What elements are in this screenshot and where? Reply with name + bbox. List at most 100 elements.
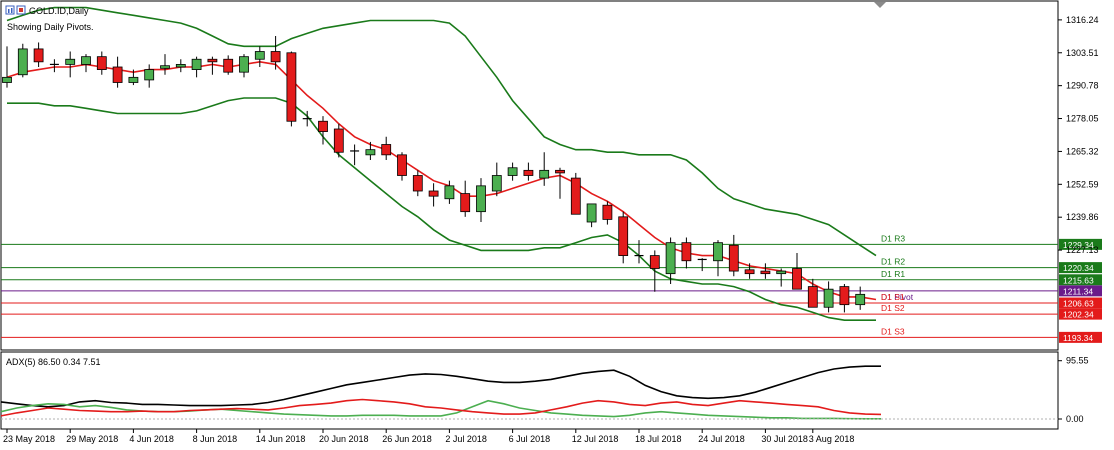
adx-lines-group xyxy=(0,365,1058,420)
candle-15 xyxy=(239,54,249,78)
candle-50 xyxy=(792,253,802,290)
pivot-price-tag-text-4: 1206.63 xyxy=(1063,299,1094,309)
adx-y-tick-label-1: 0.00 xyxy=(1066,414,1084,424)
x-tick-label-9: 12 Jul 2018 xyxy=(572,434,619,444)
candle-30 xyxy=(476,178,486,222)
candle-54 xyxy=(855,286,866,310)
y-tick-label-2: 1290.78 xyxy=(1066,81,1099,91)
candle-body xyxy=(776,270,787,275)
candle-body xyxy=(381,144,392,156)
symbol-icon xyxy=(5,5,15,15)
candle-body xyxy=(33,48,44,63)
candle-19 xyxy=(302,110,312,127)
adx-y-tick-label-0: 95.55 xyxy=(1066,356,1089,366)
candle-body xyxy=(112,66,123,83)
y-tick-label-4: 1265.32 xyxy=(1066,146,1099,156)
candle-45 xyxy=(713,240,723,277)
candle-25 xyxy=(397,152,407,181)
candle-20 xyxy=(318,116,328,145)
candle-body xyxy=(807,286,818,308)
candle-body xyxy=(128,76,139,83)
candle-37 xyxy=(586,203,597,228)
candle-33 xyxy=(523,162,534,181)
candle-43 xyxy=(681,237,692,269)
candle-22 xyxy=(350,144,360,166)
adx-series-2 xyxy=(0,398,882,417)
pivot-label-3: D1 Pivot xyxy=(881,292,914,302)
chart-symbol-label: GOLD.ID,Daily xyxy=(29,6,89,16)
pivot-price-tag-text-0: 1229.34 xyxy=(1063,240,1094,250)
candle-31 xyxy=(491,162,502,197)
pivot-price-tag-2 xyxy=(1059,274,1102,286)
candle-39 xyxy=(618,211,629,264)
y-tick-label-7: 1227.13 xyxy=(1066,245,1099,255)
candle-12 xyxy=(191,56,202,78)
candle-32 xyxy=(507,162,518,181)
x-tick-label-0: 23 May 2018 xyxy=(3,434,55,444)
candle-body xyxy=(665,242,676,275)
candle-body xyxy=(855,293,866,306)
pivot-price-tag-0 xyxy=(1059,238,1102,250)
candle-body xyxy=(618,216,629,256)
candle-body xyxy=(713,242,723,262)
candle-body xyxy=(460,193,471,213)
candle-48 xyxy=(760,263,771,279)
candle-52 xyxy=(823,281,834,313)
candle-17 xyxy=(270,36,281,70)
candle-0 xyxy=(2,46,12,88)
candle-38 xyxy=(602,201,613,225)
x-tick-label-3: 8 Jun 2018 xyxy=(193,434,238,444)
x-tick-label-12: 30 Jul 2018 xyxy=(761,434,808,444)
pivot-price-tag-1 xyxy=(1059,262,1102,274)
candle-body xyxy=(476,185,486,213)
pivot-lines-group: D1 R3 1229.34 D1 R2 1220.34 D1 R1 1215.63 D1 P… xyxy=(1,233,1102,343)
candle-5 xyxy=(81,54,91,73)
y-tick-label-1: 1303.51 xyxy=(1066,48,1099,58)
pivot-price-tag-3 xyxy=(1059,285,1102,297)
candle-body xyxy=(2,76,12,83)
adx-series-0 xyxy=(0,365,881,408)
chart-shift-marker-icon[interactable] xyxy=(874,2,886,8)
x-tick-label-2: 4 Jun 2018 xyxy=(129,434,174,444)
candle-body xyxy=(96,56,107,70)
candle-body xyxy=(160,65,170,69)
candle-29 xyxy=(460,180,471,217)
candle-7 xyxy=(112,56,123,88)
candle-44 xyxy=(697,258,707,272)
candles-group xyxy=(2,36,866,313)
candle-body xyxy=(823,288,834,308)
x-tick-label-13: 3 Aug 2018 xyxy=(809,434,855,444)
candle-body xyxy=(507,167,518,176)
chart-subtitle: Showing Daily Pivots. xyxy=(7,22,94,32)
candle-body xyxy=(144,69,155,81)
candle-36 xyxy=(570,172,581,215)
candle-body xyxy=(649,255,660,269)
y-axis-adx: 95.55 0.00 xyxy=(1058,356,1089,424)
bollinger-upper-line xyxy=(6,6,877,257)
y-tick-label-0: 1316.24 xyxy=(1066,15,1099,25)
x-axis: 23 May 2018 29 May 2018 4 Jun 2018 8 Jun 20… xyxy=(3,429,854,444)
candle-26 xyxy=(412,170,423,197)
bollinger-lower-line xyxy=(7,97,876,322)
candle-40 xyxy=(634,240,644,264)
candle-4 xyxy=(65,51,76,78)
pivot-price-tag-4 xyxy=(1059,297,1102,309)
candle-body xyxy=(586,203,597,223)
candle-body xyxy=(65,58,76,65)
x-tick-label-1: 29 May 2018 xyxy=(66,434,118,444)
candle-body xyxy=(17,48,28,76)
candle-47 xyxy=(744,263,755,279)
candle-body xyxy=(397,154,407,176)
candle-body xyxy=(428,190,439,197)
candle-6 xyxy=(96,51,107,75)
candle-body xyxy=(223,58,234,73)
pivot-price-tag-text-6: 1193.34 xyxy=(1063,333,1093,343)
candle-24 xyxy=(381,136,392,160)
candle-3 xyxy=(49,59,59,73)
candle-11 xyxy=(175,59,186,73)
candle-34 xyxy=(539,152,550,186)
y-tick-label-6: 1239.86 xyxy=(1066,212,1099,222)
candle-51 xyxy=(807,278,818,308)
candle-body xyxy=(570,177,581,215)
x-tick-label-8: 6 Jul 2018 xyxy=(509,434,551,444)
